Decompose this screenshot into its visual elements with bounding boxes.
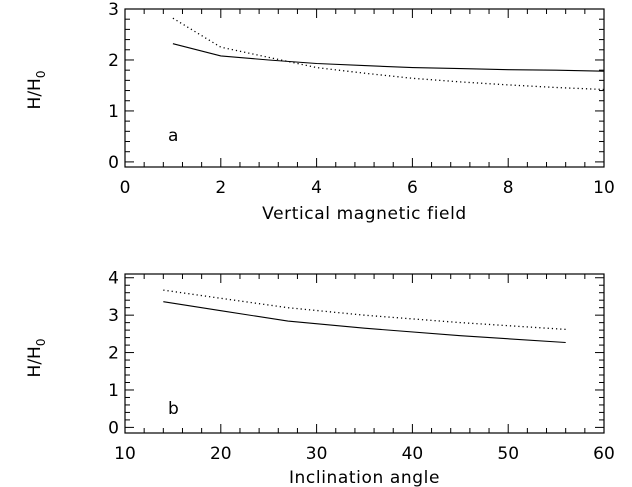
x-tick-label: 20 (210, 444, 232, 464)
x-tick-label: 6 (407, 178, 418, 198)
y-tick-label: 1 (108, 102, 119, 122)
y-tick-label: 3 (108, 306, 119, 326)
x-tick-label: 8 (503, 178, 514, 198)
x-tick-label: 10 (593, 178, 615, 198)
x-tick-label: 2 (215, 178, 226, 198)
series-line-solid (163, 301, 566, 344)
x-tick-label: 4 (311, 178, 322, 198)
panel-label: a (168, 126, 178, 146)
x-tick-label: 0 (120, 178, 131, 198)
series-line-dotted (163, 289, 566, 331)
y-tick-label: 0 (108, 418, 119, 438)
x-tick-label: 10 (114, 444, 136, 464)
x-axis-label: Vertical magnetic field (262, 204, 467, 224)
x-axis-label: Inclination angle (289, 468, 440, 487)
x-tick-label: 60 (593, 444, 615, 464)
x-tick-label: 30 (306, 444, 328, 464)
plot-frame (124, 273, 605, 434)
y-tick-label: 2 (108, 51, 119, 71)
y-tick-label: 2 (108, 344, 119, 364)
y-tick-label: 3 (108, 0, 119, 20)
x-tick-label: 50 (497, 444, 519, 464)
panel-label: b (168, 399, 179, 419)
y-axis-label: H/H0 (25, 71, 48, 110)
y-axis-label-main: H/H (25, 78, 45, 109)
plot-frame (124, 8, 605, 168)
y-tick-label: 4 (108, 269, 119, 289)
y-axis-label-subscript: 0 (34, 339, 48, 347)
x-tick-label: 40 (402, 444, 424, 464)
y-tick-label: 1 (108, 381, 119, 401)
y-tick-label: 0 (108, 153, 119, 173)
y-axis-label-main: H/H (25, 346, 45, 377)
y-axis-label-subscript: 0 (34, 71, 48, 79)
y-axis-label: H/H0 (25, 339, 48, 378)
series-line-solid (172, 43, 605, 72)
series-line-dotted (172, 17, 605, 91)
